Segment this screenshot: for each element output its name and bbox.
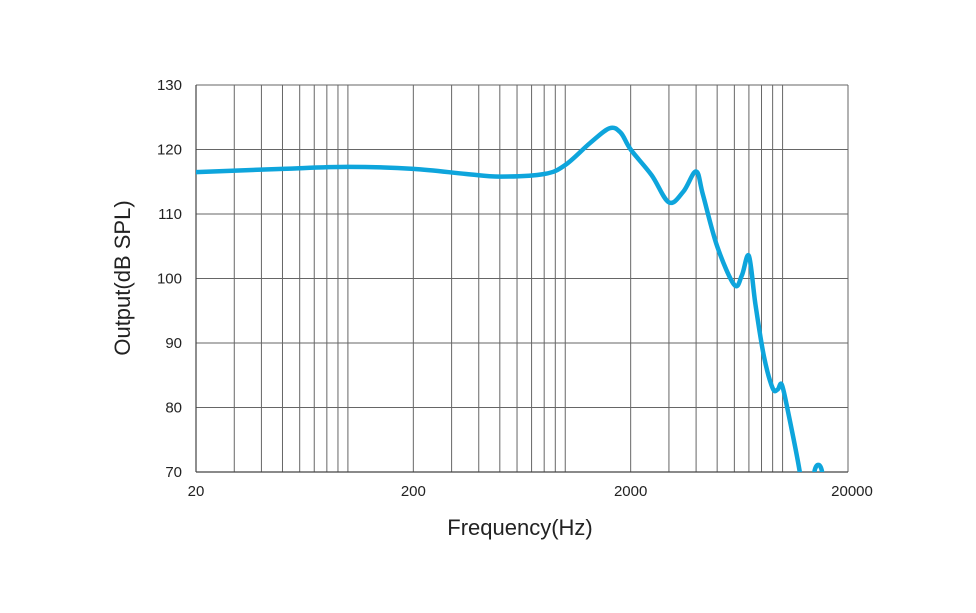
x-tick-label: 20000: [831, 483, 873, 500]
x-tick-label: 20: [188, 483, 205, 500]
y-tick-label: 90: [165, 335, 182, 352]
y-tick-label: 70: [165, 464, 182, 481]
x-axis-label: Frequency(Hz): [447, 515, 592, 540]
series-lines: [196, 125, 825, 472]
x-tick-label: 200: [401, 483, 426, 500]
x-tick-labels: 20 200 2000 20000: [188, 483, 873, 500]
y-tick-label: 80: [165, 400, 182, 417]
x-tick-label: 2000: [614, 483, 647, 500]
y-tick-label: 100: [157, 271, 182, 288]
y-tick-label: 110: [158, 206, 182, 223]
y-axis-label: Output(dB SPL): [110, 200, 135, 355]
grid: [195, 84, 849, 473]
y-tick-labels: 130 120 110 100 90 80 70: [157, 77, 182, 481]
series-line-0: [196, 125, 803, 472]
y-tick-label: 130: [157, 77, 182, 94]
y-tick-label: 120: [157, 142, 182, 159]
series-line-1: [812, 462, 825, 472]
